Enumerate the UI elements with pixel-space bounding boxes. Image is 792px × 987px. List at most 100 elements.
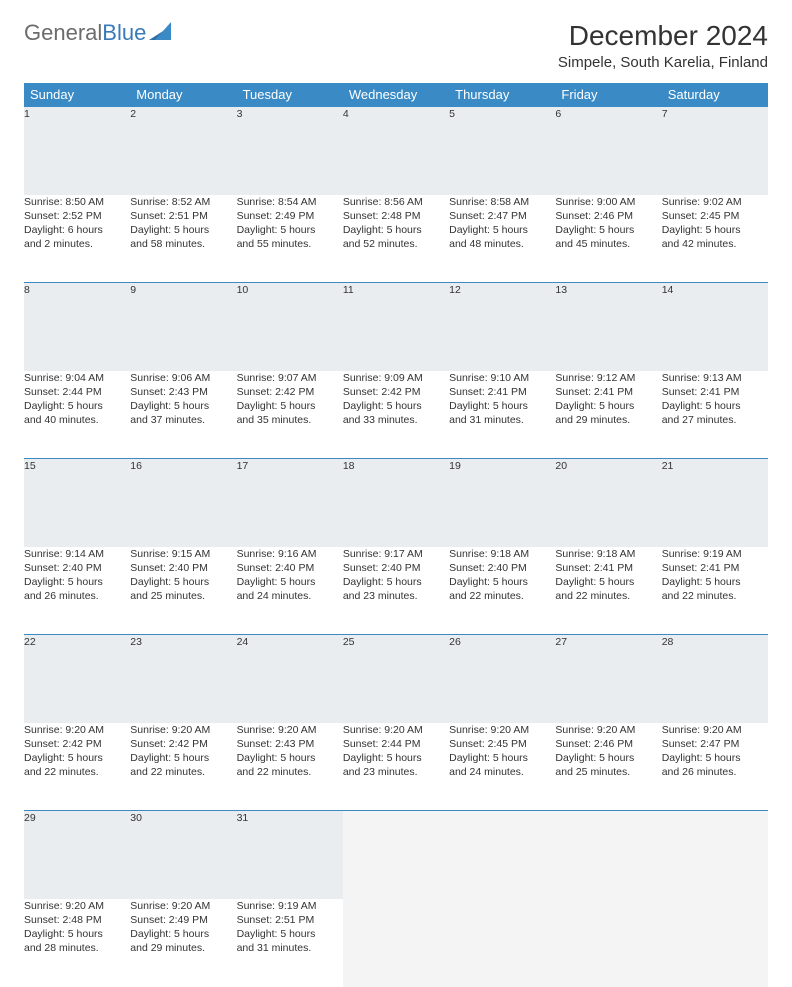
sunrise-text: Sunrise: 9:18 AM bbox=[449, 547, 555, 561]
day-detail-cell: Sunrise: 9:20 AMSunset: 2:43 PMDaylight:… bbox=[237, 723, 343, 811]
daylight1-text: Daylight: 5 hours bbox=[130, 575, 236, 589]
daylight2-text: and 48 minutes. bbox=[449, 237, 555, 251]
day-number-cell bbox=[555, 811, 661, 899]
sunrise-text: Sunrise: 9:04 AM bbox=[24, 371, 130, 385]
daynum-row: 22232425262728 bbox=[24, 635, 768, 723]
daylight1-text: Daylight: 5 hours bbox=[237, 223, 343, 237]
sunset-text: Sunset: 2:41 PM bbox=[555, 561, 661, 575]
day-detail-cell: Sunrise: 9:17 AMSunset: 2:40 PMDaylight:… bbox=[343, 547, 449, 635]
sunrise-text: Sunrise: 8:54 AM bbox=[237, 195, 343, 209]
month-title: December 2024 bbox=[558, 20, 768, 52]
daylight2-text: and 27 minutes. bbox=[662, 413, 768, 427]
day-number-cell: 25 bbox=[343, 635, 449, 723]
sunrise-text: Sunrise: 9:20 AM bbox=[343, 723, 449, 737]
sunrise-text: Sunrise: 9:13 AM bbox=[662, 371, 768, 385]
daylight1-text: Daylight: 5 hours bbox=[662, 575, 768, 589]
sunrise-text: Sunrise: 9:20 AM bbox=[130, 899, 236, 913]
sunrise-text: Sunrise: 9:07 AM bbox=[237, 371, 343, 385]
day-detail-cell: Sunrise: 9:19 AMSunset: 2:41 PMDaylight:… bbox=[662, 547, 768, 635]
sunrise-text: Sunrise: 9:09 AM bbox=[343, 371, 449, 385]
sunset-text: Sunset: 2:47 PM bbox=[449, 209, 555, 223]
sunset-text: Sunset: 2:41 PM bbox=[662, 385, 768, 399]
daylight2-text: and 31 minutes. bbox=[237, 941, 343, 955]
sunset-text: Sunset: 2:40 PM bbox=[24, 561, 130, 575]
weekday-header-row: Sunday Monday Tuesday Wednesday Thursday… bbox=[24, 83, 768, 107]
day-number-cell: 13 bbox=[555, 283, 661, 371]
title-block: December 2024 Simpele, South Karelia, Fi… bbox=[558, 20, 768, 71]
day-detail-cell: Sunrise: 9:20 AMSunset: 2:44 PMDaylight:… bbox=[343, 723, 449, 811]
daynum-row: 1234567 bbox=[24, 107, 768, 195]
day-number-cell: 10 bbox=[237, 283, 343, 371]
daylight1-text: Daylight: 5 hours bbox=[237, 927, 343, 941]
daylight1-text: Daylight: 5 hours bbox=[343, 575, 449, 589]
day-detail-cell bbox=[662, 899, 768, 987]
daylight2-text: and 29 minutes. bbox=[555, 413, 661, 427]
sunset-text: Sunset: 2:42 PM bbox=[343, 385, 449, 399]
sunset-text: Sunset: 2:40 PM bbox=[449, 561, 555, 575]
sunrise-text: Sunrise: 9:17 AM bbox=[343, 547, 449, 561]
daylight2-text: and 42 minutes. bbox=[662, 237, 768, 251]
day-detail-cell: Sunrise: 9:20 AMSunset: 2:46 PMDaylight:… bbox=[555, 723, 661, 811]
daylight1-text: Daylight: 5 hours bbox=[449, 575, 555, 589]
day-number-cell: 22 bbox=[24, 635, 130, 723]
daylight2-text: and 58 minutes. bbox=[130, 237, 236, 251]
logo-text-2: Blue bbox=[102, 20, 146, 46]
day-number-cell: 15 bbox=[24, 459, 130, 547]
day-detail-cell: Sunrise: 9:10 AMSunset: 2:41 PMDaylight:… bbox=[449, 371, 555, 459]
daylight2-text: and 33 minutes. bbox=[343, 413, 449, 427]
day-number-cell: 5 bbox=[449, 107, 555, 195]
sunrise-text: Sunrise: 9:20 AM bbox=[555, 723, 661, 737]
sunrise-text: Sunrise: 9:19 AM bbox=[237, 899, 343, 913]
daylight1-text: Daylight: 5 hours bbox=[662, 223, 768, 237]
day-detail-cell bbox=[555, 899, 661, 987]
logo-triangle-icon bbox=[149, 20, 171, 46]
daylight2-text: and 22 minutes. bbox=[24, 765, 130, 779]
location-text: Simpele, South Karelia, Finland bbox=[558, 54, 768, 71]
day-number-cell: 12 bbox=[449, 283, 555, 371]
day-detail-cell bbox=[343, 899, 449, 987]
sunrise-text: Sunrise: 8:58 AM bbox=[449, 195, 555, 209]
sunset-text: Sunset: 2:45 PM bbox=[449, 737, 555, 751]
day-number-cell: 20 bbox=[555, 459, 661, 547]
day-number-cell: 24 bbox=[237, 635, 343, 723]
sunrise-text: Sunrise: 9:02 AM bbox=[662, 195, 768, 209]
day-detail-cell: Sunrise: 8:58 AMSunset: 2:47 PMDaylight:… bbox=[449, 195, 555, 283]
day-detail-cell: Sunrise: 8:52 AMSunset: 2:51 PMDaylight:… bbox=[130, 195, 236, 283]
day-detail-cell: Sunrise: 8:54 AMSunset: 2:49 PMDaylight:… bbox=[237, 195, 343, 283]
col-thursday: Thursday bbox=[449, 83, 555, 107]
sunset-text: Sunset: 2:44 PM bbox=[24, 385, 130, 399]
day-detail-cell: Sunrise: 8:50 AMSunset: 2:52 PMDaylight:… bbox=[24, 195, 130, 283]
day-number-cell: 4 bbox=[343, 107, 449, 195]
sunset-text: Sunset: 2:46 PM bbox=[555, 209, 661, 223]
daylight2-text: and 45 minutes. bbox=[555, 237, 661, 251]
sunset-text: Sunset: 2:43 PM bbox=[130, 385, 236, 399]
day-number-cell bbox=[449, 811, 555, 899]
col-wednesday: Wednesday bbox=[343, 83, 449, 107]
sunset-text: Sunset: 2:41 PM bbox=[449, 385, 555, 399]
daylight2-text: and 25 minutes. bbox=[130, 589, 236, 603]
day-detail-cell bbox=[449, 899, 555, 987]
day-number-cell: 7 bbox=[662, 107, 768, 195]
sunrise-text: Sunrise: 9:20 AM bbox=[449, 723, 555, 737]
calendar-body: 1234567Sunrise: 8:50 AMSunset: 2:52 PMDa… bbox=[24, 107, 768, 987]
day-number-cell: 14 bbox=[662, 283, 768, 371]
sunset-text: Sunset: 2:44 PM bbox=[343, 737, 449, 751]
day-detail-cell: Sunrise: 9:13 AMSunset: 2:41 PMDaylight:… bbox=[662, 371, 768, 459]
day-number-cell: 18 bbox=[343, 459, 449, 547]
page-header: GeneralBlue December 2024 Simpele, South… bbox=[24, 20, 768, 71]
sunset-text: Sunset: 2:45 PM bbox=[662, 209, 768, 223]
daylight1-text: Daylight: 5 hours bbox=[555, 223, 661, 237]
day-detail-cell: Sunrise: 9:19 AMSunset: 2:51 PMDaylight:… bbox=[237, 899, 343, 987]
day-detail-cell: Sunrise: 9:07 AMSunset: 2:42 PMDaylight:… bbox=[237, 371, 343, 459]
day-detail-cell: Sunrise: 9:20 AMSunset: 2:49 PMDaylight:… bbox=[130, 899, 236, 987]
day-number-cell: 27 bbox=[555, 635, 661, 723]
daylight1-text: Daylight: 5 hours bbox=[343, 751, 449, 765]
sunset-text: Sunset: 2:41 PM bbox=[662, 561, 768, 575]
day-number-cell: 2 bbox=[130, 107, 236, 195]
day-detail-cell: Sunrise: 9:20 AMSunset: 2:45 PMDaylight:… bbox=[449, 723, 555, 811]
daylight1-text: Daylight: 5 hours bbox=[237, 575, 343, 589]
daylight1-text: Daylight: 6 hours bbox=[24, 223, 130, 237]
detail-row: Sunrise: 9:20 AM Sunset: 2:42 PM Daylight:… bbox=[24, 723, 768, 811]
sunset-text: Sunset: 2:42 PM bbox=[130, 737, 236, 751]
sunrise-text: Sunrise: 9:15 AM bbox=[130, 547, 236, 561]
